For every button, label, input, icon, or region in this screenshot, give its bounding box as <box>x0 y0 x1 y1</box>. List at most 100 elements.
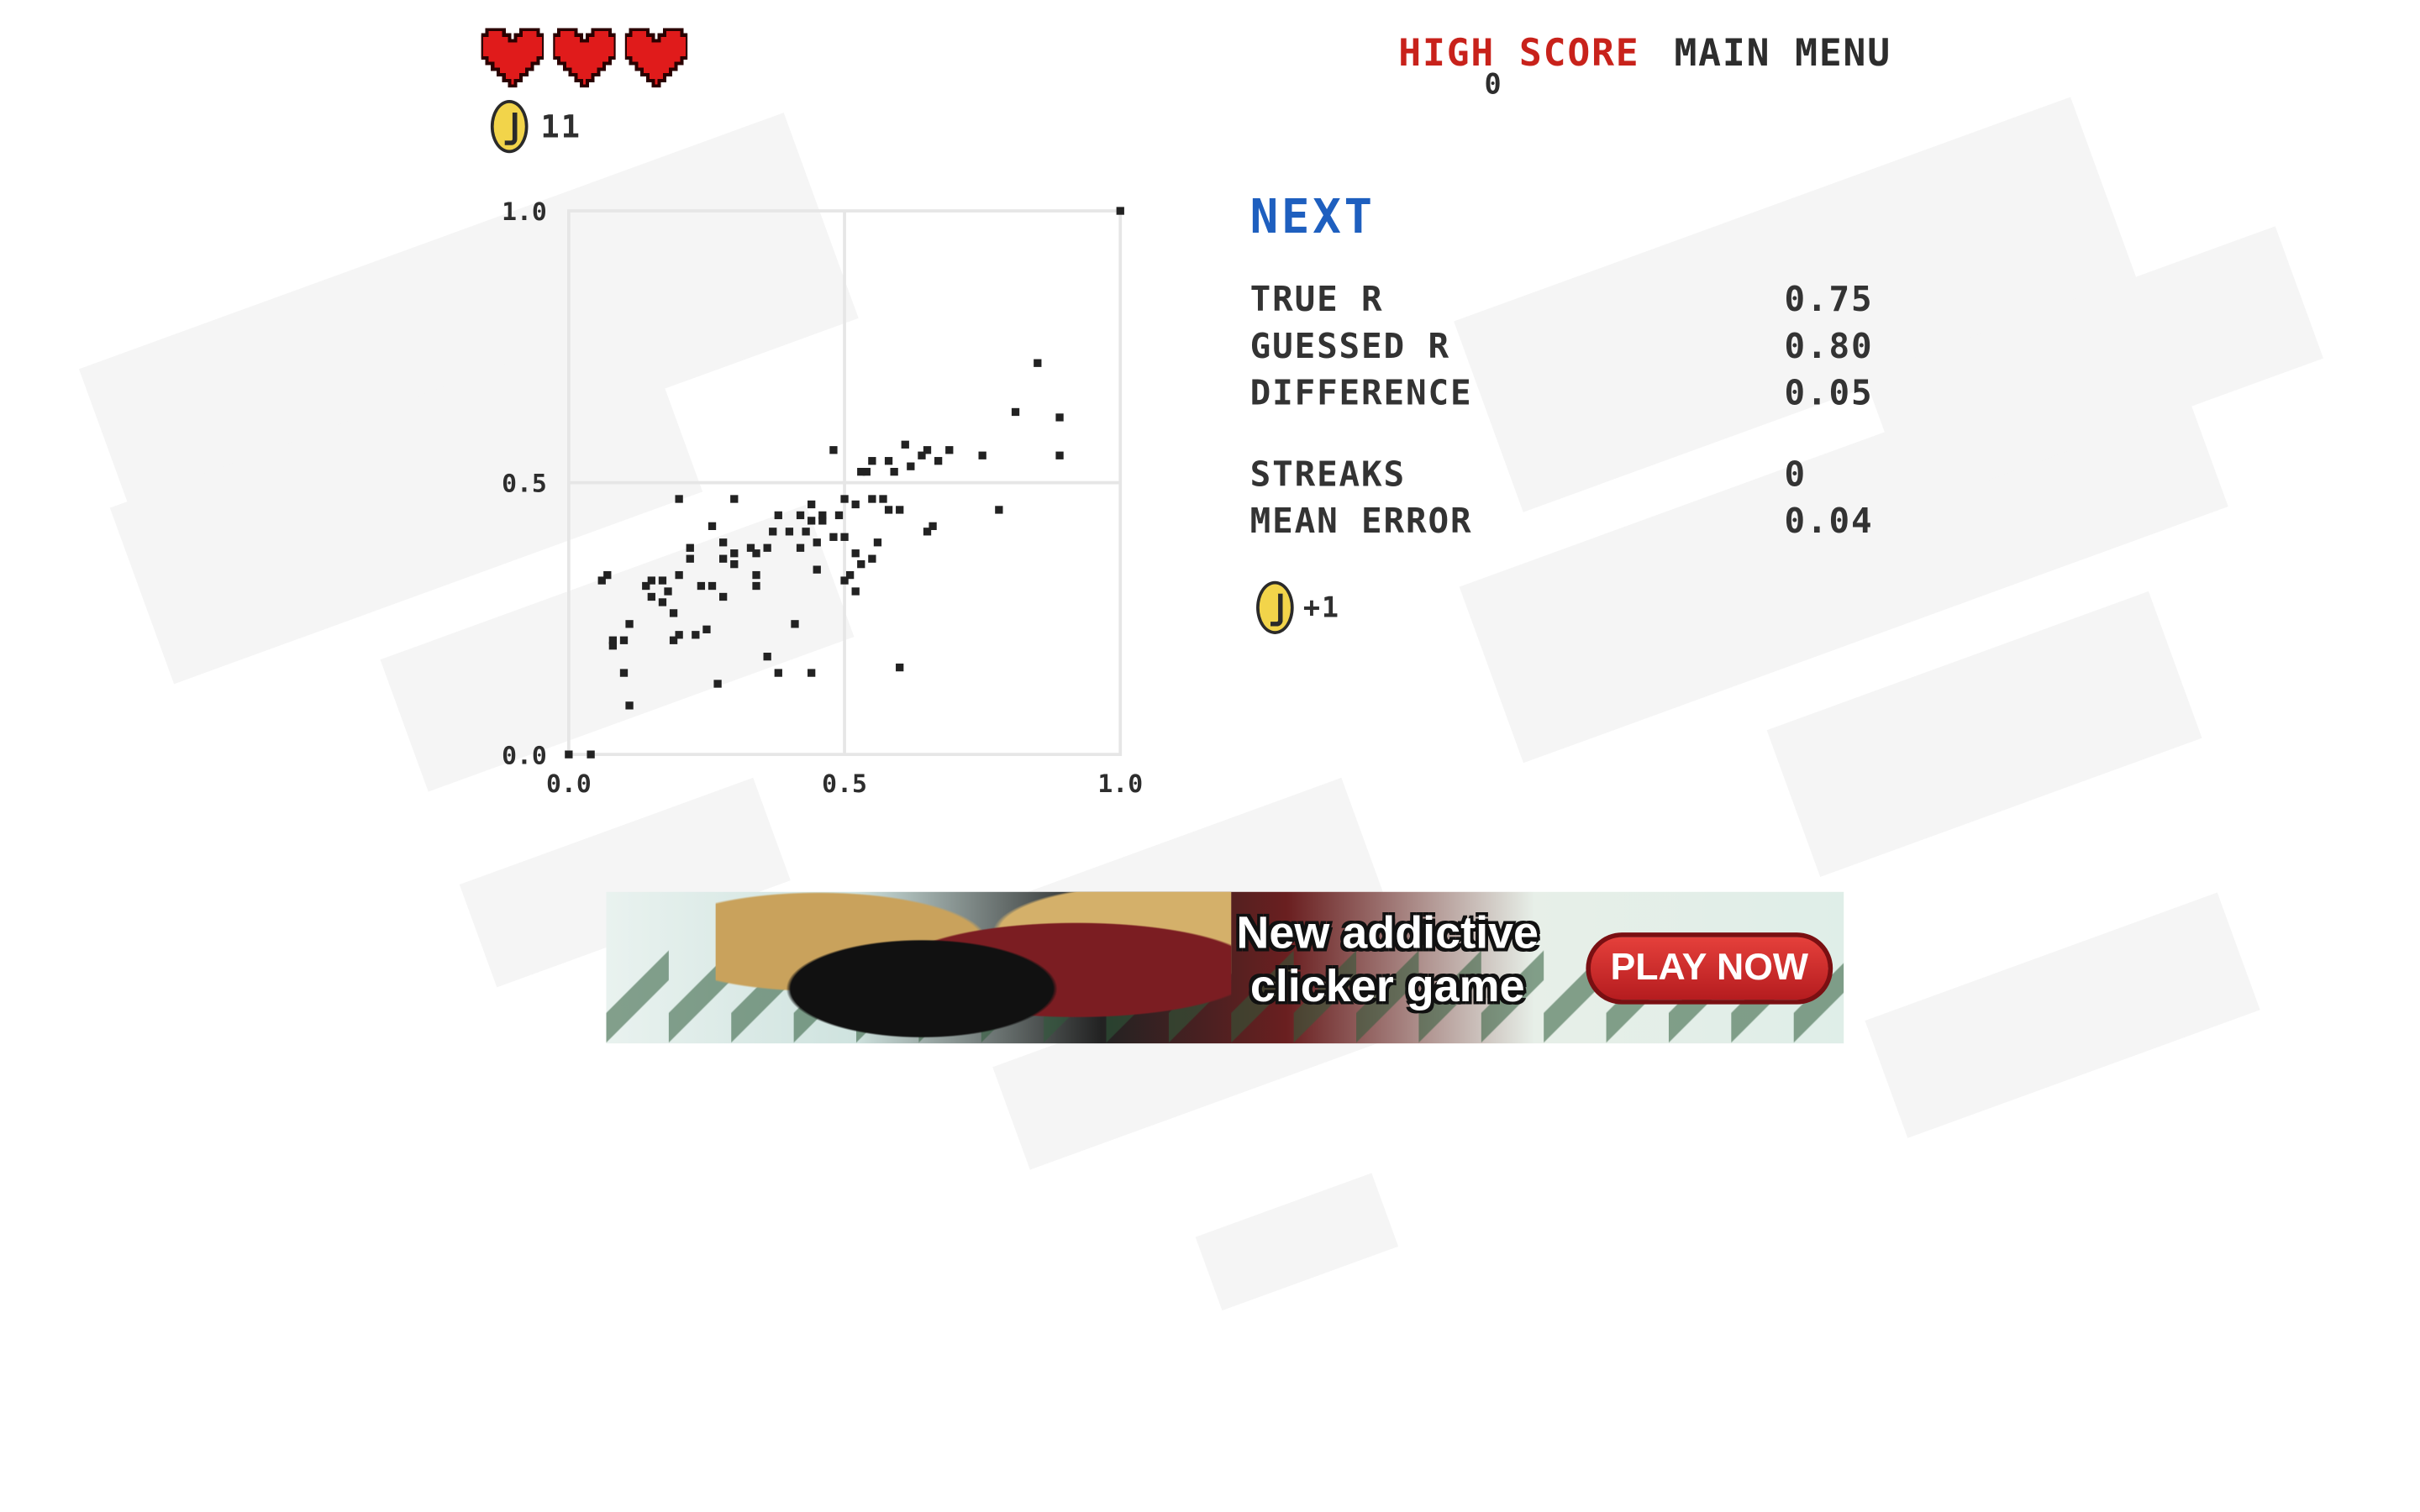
data-point <box>752 570 760 580</box>
data-point <box>945 446 954 454</box>
data-point <box>829 533 838 541</box>
data-point <box>774 669 782 677</box>
data-point <box>686 554 694 563</box>
data-point <box>834 511 844 520</box>
data-point <box>669 636 678 644</box>
stat-value: 0.75 <box>1784 281 1874 321</box>
data-point <box>808 517 816 525</box>
data-point <box>719 554 728 563</box>
data-point <box>796 543 805 552</box>
coin-counter: 11 <box>490 100 581 154</box>
y-tick-label: 0.5 <box>502 470 547 499</box>
data-point <box>873 538 882 547</box>
data-point <box>719 538 728 547</box>
data-point <box>625 620 634 628</box>
data-point <box>813 538 821 547</box>
data-point <box>752 549 760 558</box>
x-tick-label: 0.5 <box>822 769 867 799</box>
heart-icon <box>481 28 544 88</box>
ad-headline: New addictive clicker game <box>1236 909 1539 1012</box>
data-point <box>890 467 898 476</box>
stat-value: 0.80 <box>1784 328 1874 367</box>
data-point <box>1011 407 1020 417</box>
data-point <box>808 500 816 509</box>
data-point <box>901 440 909 449</box>
data-point <box>697 581 706 591</box>
data-point <box>796 511 805 520</box>
ad-play-now-button[interactable]: PLAY NOW <box>1586 932 1833 1005</box>
data-point <box>603 570 612 580</box>
stat-value: 0 <box>1784 455 1807 496</box>
coin-icon <box>490 100 529 154</box>
stat-value: 0.05 <box>1784 375 1874 414</box>
data-point <box>879 495 887 503</box>
data-point <box>625 701 634 710</box>
stat-label: STREAKS <box>1249 455 1407 496</box>
high-score-value: 0 <box>1484 68 1502 102</box>
data-point <box>658 598 667 606</box>
data-point <box>818 511 827 520</box>
data-point <box>840 576 849 585</box>
data-point <box>808 669 816 677</box>
stat-streaks: STREAKS 0 <box>1250 453 1907 500</box>
data-point <box>730 549 739 558</box>
data-point <box>658 576 667 585</box>
data-point <box>587 750 595 759</box>
data-point <box>642 581 650 591</box>
data-point <box>857 560 865 569</box>
reward-amount: +1 <box>1302 591 1340 624</box>
data-point <box>675 570 683 580</box>
data-point <box>692 631 700 639</box>
data-point <box>608 642 618 650</box>
data-point <box>763 653 771 661</box>
data-point <box>918 451 926 459</box>
data-point <box>686 543 694 552</box>
x-tick-label: 1.0 <box>1097 769 1143 799</box>
data-point <box>675 495 683 503</box>
ad-artwork <box>715 891 1232 1044</box>
data-point <box>647 592 655 601</box>
background-shape <box>1195 1173 1399 1311</box>
data-point <box>868 554 876 563</box>
data-point <box>868 457 876 465</box>
next-button[interactable]: NEXT <box>1249 190 1376 245</box>
stat-label: GUESSED R <box>1249 328 1451 367</box>
data-point <box>675 631 683 639</box>
data-point <box>896 506 904 514</box>
stat-label: DIFFERENCE <box>1249 375 1473 414</box>
data-point <box>608 636 618 644</box>
background-shape <box>1865 892 2260 1138</box>
data-point <box>785 528 794 536</box>
main-menu-button[interactable]: MAIN MENU <box>1674 31 1892 76</box>
data-point <box>664 587 672 596</box>
data-point <box>597 576 606 585</box>
data-point <box>840 533 849 541</box>
y-tick-label: 0.0 <box>502 741 547 770</box>
result-panel: NEXT TRUE R 0.75 GUESSED R 0.80 DIFFEREN… <box>1249 190 1872 634</box>
data-point <box>619 636 629 644</box>
data-point <box>851 549 860 558</box>
data-point <box>1034 359 1042 367</box>
high-score-button[interactable]: HIGH SCORE <box>1398 31 1640 76</box>
data-point <box>907 462 915 470</box>
data-point <box>829 446 838 454</box>
data-point <box>752 581 760 591</box>
data-point <box>857 467 865 476</box>
data-point <box>845 570 855 580</box>
data-point <box>1055 451 1064 459</box>
data-point <box>929 522 937 531</box>
data-point <box>1055 413 1064 422</box>
data-point <box>851 500 860 509</box>
data-point <box>702 625 711 633</box>
lives-bar <box>481 28 688 88</box>
data-point <box>719 592 728 601</box>
data-point <box>708 581 717 591</box>
data-point <box>978 451 986 459</box>
stats-table: TRUE R 0.75 GUESSED R 0.80 DIFFERENCE 0.… <box>1250 278 1907 547</box>
stat-value: 0.04 <box>1784 502 1874 543</box>
stat-true-r: TRUE R 0.75 <box>1250 278 1907 325</box>
scatter-chart: 0.0 0.5 1.0 0.0 0.5 1.0 <box>502 197 1143 799</box>
ad-banner[interactable]: New addictive clicker game PLAY NOW <box>606 891 1844 1044</box>
coin-reward: +1 <box>1256 580 1340 634</box>
